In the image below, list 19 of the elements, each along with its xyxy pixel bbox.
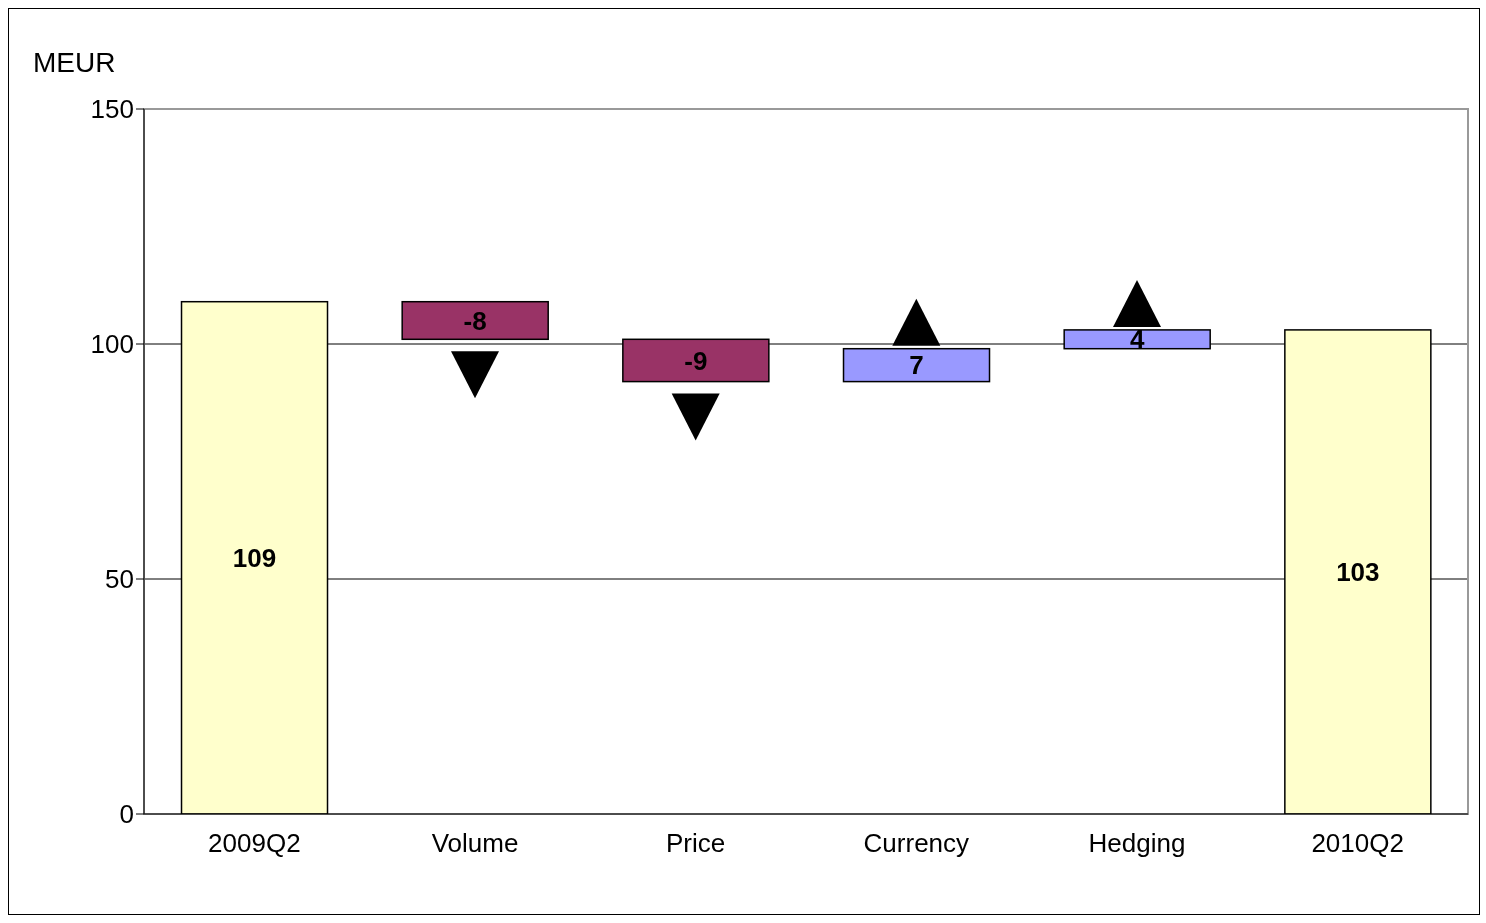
y-tick-label: 100 <box>90 329 134 360</box>
bar <box>842 347 991 383</box>
y-tick-label: 0 <box>119 799 134 830</box>
x-tick-label: Price <box>666 828 726 859</box>
data-label: 7 <box>909 350 924 381</box>
data-label: 109 <box>232 542 277 573</box>
x-tick-label: 2009Q2 <box>208 828 301 859</box>
x-tick-label: Hedging <box>1088 828 1186 859</box>
y-tick-label: 50 <box>105 564 134 595</box>
bar <box>401 300 549 341</box>
data-label: 103 <box>1336 557 1380 588</box>
x-tick-label: 2010Q2 <box>1311 828 1404 859</box>
y-tick-label: 150 <box>90 94 134 125</box>
data-label: -8 <box>463 305 487 336</box>
data-label: -9 <box>684 345 708 376</box>
y-axis-title: MEUR <box>33 47 116 79</box>
x-tick-label: Volume <box>431 828 519 859</box>
data-label: 4 <box>1129 324 1145 355</box>
x-tick-label: Currency <box>863 828 970 859</box>
